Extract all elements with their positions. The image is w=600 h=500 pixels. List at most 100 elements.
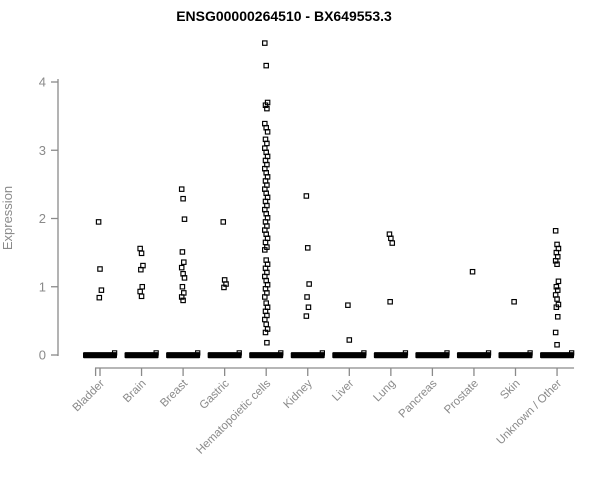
data-point (345, 302, 351, 308)
data-point (181, 275, 188, 281)
data-point (511, 298, 517, 305)
data-point (137, 288, 143, 295)
data-point (178, 294, 185, 300)
x-category-label: Gastric (198, 377, 232, 411)
data-point (179, 283, 186, 290)
zero-expression-cluster (540, 352, 575, 359)
data-point (554, 341, 560, 348)
data-point (554, 296, 560, 302)
data-point (553, 283, 560, 290)
data-point (469, 268, 476, 275)
data-point (553, 304, 560, 310)
data-point (387, 298, 393, 305)
x-category-label: Bladder (71, 378, 108, 415)
data-point (303, 193, 310, 199)
data-point (138, 266, 144, 273)
zero-expression-cluster (498, 352, 533, 359)
data-point (262, 294, 268, 300)
x-category-label: Brain (121, 378, 148, 405)
zero-expression-cluster (207, 352, 242, 359)
data-point (552, 329, 559, 336)
data-point (264, 339, 270, 346)
zero-expression-point (153, 350, 159, 356)
zero-expression-point (568, 350, 575, 356)
data-point (554, 314, 561, 320)
data-point (264, 105, 270, 112)
x-category-label: Skin (498, 378, 522, 402)
data-point (179, 249, 186, 255)
zero-expression-cluster (166, 352, 201, 359)
data-point (389, 240, 396, 246)
data-point (554, 261, 560, 268)
zero-expression-cluster (373, 352, 408, 359)
data-point (346, 337, 353, 343)
y-axis-title: Expression (0, 186, 15, 250)
data-point (552, 228, 559, 234)
zero-expression-point (402, 350, 409, 356)
x-category-label: Prostate (442, 378, 481, 417)
data-point (181, 259, 187, 265)
zero-expression-point (485, 350, 492, 356)
data-point (305, 304, 312, 310)
data-point (138, 250, 145, 257)
data-point (262, 329, 269, 336)
data-point (180, 297, 186, 304)
data-point (552, 258, 559, 264)
data-point (138, 293, 145, 300)
data-point (137, 245, 143, 252)
data-point (98, 287, 105, 293)
data-point (139, 283, 146, 290)
zero-expression-cluster (290, 352, 325, 359)
zero-expression-cluster (249, 352, 284, 359)
y-tick-label: 3 (39, 143, 46, 158)
data-point (555, 278, 562, 285)
zero-expression-point (111, 350, 118, 356)
axes-layer: 0 1 2 3 4 Expression Bladder Brain Breast Gastric… (0, 75, 575, 457)
x-category-label: Pancreas (397, 377, 440, 420)
data-point (178, 264, 185, 271)
data-point (180, 195, 186, 202)
x-category-label: Liver (330, 378, 356, 404)
data-point (95, 219, 102, 225)
data-point (262, 102, 269, 108)
data-layer (83, 40, 575, 359)
data-point (303, 313, 310, 319)
data-point (262, 247, 268, 253)
data-point (96, 294, 103, 301)
zero-expression-point (527, 350, 533, 356)
data-point (306, 281, 312, 287)
zero-expression-cluster (415, 352, 450, 359)
x-category-label: Hematopoietic cells (194, 377, 273, 456)
y-tick-label: 4 (39, 75, 46, 90)
data-point (221, 284, 227, 291)
data-point (181, 216, 188, 222)
x-category-label: Lung (371, 378, 398, 405)
zero-expression-point (319, 350, 325, 356)
zero-expression-point (236, 350, 242, 356)
zero-expression-cluster (456, 352, 491, 359)
data-point (263, 62, 269, 69)
data-point (178, 186, 185, 192)
zero-expression-point (278, 350, 284, 356)
y-tick-label: 1 (39, 279, 46, 294)
data-point (97, 266, 103, 272)
y-tick-label: 2 (39, 211, 46, 226)
data-point (220, 219, 227, 225)
chart-title: ENSG00000264510 - BX649553.3 (176, 8, 392, 24)
data-point (263, 321, 269, 328)
zero-expression-cluster (124, 352, 159, 359)
data-point (304, 245, 311, 251)
data-point (262, 40, 268, 46)
zero-expression-point (195, 350, 201, 356)
data-point (304, 294, 310, 300)
x-category-label: Kidney (282, 377, 316, 411)
zero-expression-point (361, 350, 367, 356)
zero-expression-cluster (332, 352, 367, 359)
x-category-label: Breast (158, 377, 191, 410)
y-tick-label: 0 (39, 348, 46, 363)
zero-expression-cluster (83, 352, 117, 359)
data-point (264, 129, 271, 135)
zero-expression-point (444, 350, 450, 356)
